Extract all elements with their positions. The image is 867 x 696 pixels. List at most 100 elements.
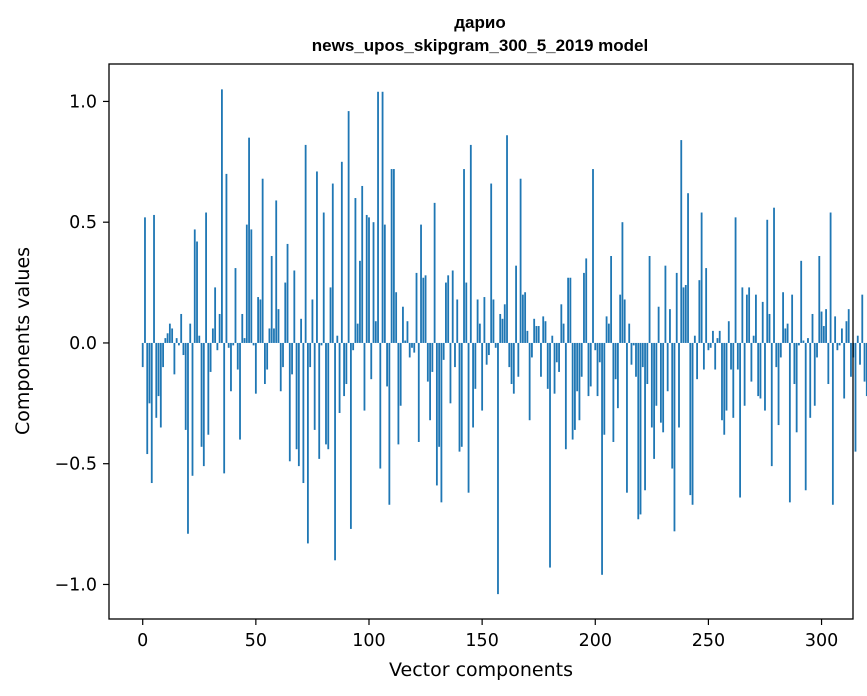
bar bbox=[616, 342, 619, 409]
bar bbox=[678, 342, 680, 428]
bar bbox=[628, 323, 631, 343]
bar bbox=[850, 342, 852, 377]
bar bbox=[164, 338, 167, 343]
bar bbox=[750, 342, 753, 382]
bar bbox=[141, 342, 144, 368]
bar bbox=[146, 342, 149, 455]
bar bbox=[365, 214, 368, 343]
bar bbox=[175, 338, 178, 343]
bar bbox=[336, 335, 339, 343]
bar bbox=[856, 335, 859, 343]
bar bbox=[691, 342, 694, 505]
bar bbox=[472, 342, 474, 428]
bar bbox=[331, 183, 334, 343]
bar bbox=[322, 212, 325, 343]
bar bbox=[329, 287, 332, 343]
bar bbox=[189, 323, 192, 343]
bar bbox=[162, 342, 164, 368]
bar bbox=[311, 299, 314, 343]
bar bbox=[171, 328, 174, 343]
bar bbox=[512, 342, 515, 394]
bar bbox=[619, 294, 622, 343]
bar bbox=[580, 342, 583, 377]
bar bbox=[752, 335, 755, 343]
bar bbox=[264, 342, 266, 385]
bar bbox=[603, 342, 606, 435]
bar bbox=[673, 342, 676, 532]
bar bbox=[261, 178, 264, 343]
bar bbox=[567, 277, 570, 343]
bar bbox=[836, 342, 839, 351]
bar bbox=[250, 229, 253, 343]
bar bbox=[200, 342, 203, 447]
bar bbox=[698, 280, 701, 343]
bar bbox=[838, 342, 841, 346]
bar bbox=[148, 342, 151, 404]
x-tick-label: 200 bbox=[579, 631, 612, 651]
bar bbox=[689, 342, 692, 496]
bar bbox=[270, 256, 273, 343]
bar bbox=[693, 335, 696, 343]
bar bbox=[777, 342, 780, 426]
bar bbox=[592, 169, 594, 343]
bar bbox=[730, 342, 732, 370]
bar bbox=[786, 323, 789, 343]
bar bbox=[227, 342, 230, 348]
bar bbox=[445, 282, 447, 343]
bar bbox=[236, 342, 239, 370]
bar bbox=[641, 342, 644, 368]
bar bbox=[779, 342, 782, 358]
bar bbox=[408, 342, 411, 358]
bar bbox=[209, 342, 212, 372]
bar bbox=[605, 316, 608, 343]
bar bbox=[218, 313, 221, 343]
bar bbox=[546, 342, 549, 389]
bar bbox=[621, 222, 624, 343]
plot-frame bbox=[108, 63, 854, 620]
bar bbox=[413, 342, 416, 353]
bar bbox=[755, 294, 757, 343]
bar bbox=[727, 321, 730, 343]
bar bbox=[768, 313, 771, 343]
bar bbox=[451, 270, 454, 343]
bar bbox=[316, 171, 318, 343]
bar bbox=[607, 323, 610, 343]
bar bbox=[800, 260, 803, 343]
bars-group bbox=[141, 89, 867, 595]
bar bbox=[657, 306, 660, 343]
bar bbox=[415, 272, 418, 343]
bar bbox=[773, 207, 775, 343]
bar bbox=[433, 202, 436, 343]
bar bbox=[562, 323, 565, 343]
bar bbox=[313, 342, 316, 430]
bar bbox=[743, 342, 746, 406]
bar bbox=[458, 342, 461, 452]
bar bbox=[574, 342, 576, 430]
bar bbox=[359, 260, 361, 343]
bar bbox=[232, 342, 235, 346]
bar bbox=[449, 342, 452, 404]
bar bbox=[589, 342, 592, 387]
bar bbox=[243, 338, 246, 343]
bar bbox=[354, 198, 357, 343]
bar bbox=[383, 224, 386, 343]
bar bbox=[764, 342, 766, 411]
bar bbox=[782, 292, 784, 343]
bar bbox=[845, 321, 848, 343]
bar bbox=[490, 183, 493, 343]
bar bbox=[687, 193, 689, 343]
bar bbox=[182, 342, 185, 356]
bar bbox=[467, 342, 470, 493]
bar bbox=[397, 342, 400, 445]
x-tick-label: 250 bbox=[692, 631, 725, 651]
bar bbox=[202, 342, 205, 467]
bar bbox=[861, 294, 864, 343]
bar bbox=[306, 342, 309, 544]
y-tick-label: −1.0 bbox=[55, 575, 98, 595]
bar bbox=[379, 342, 382, 469]
bar bbox=[809, 342, 812, 418]
bar bbox=[340, 161, 343, 343]
bar bbox=[718, 330, 721, 343]
bar bbox=[221, 89, 223, 343]
